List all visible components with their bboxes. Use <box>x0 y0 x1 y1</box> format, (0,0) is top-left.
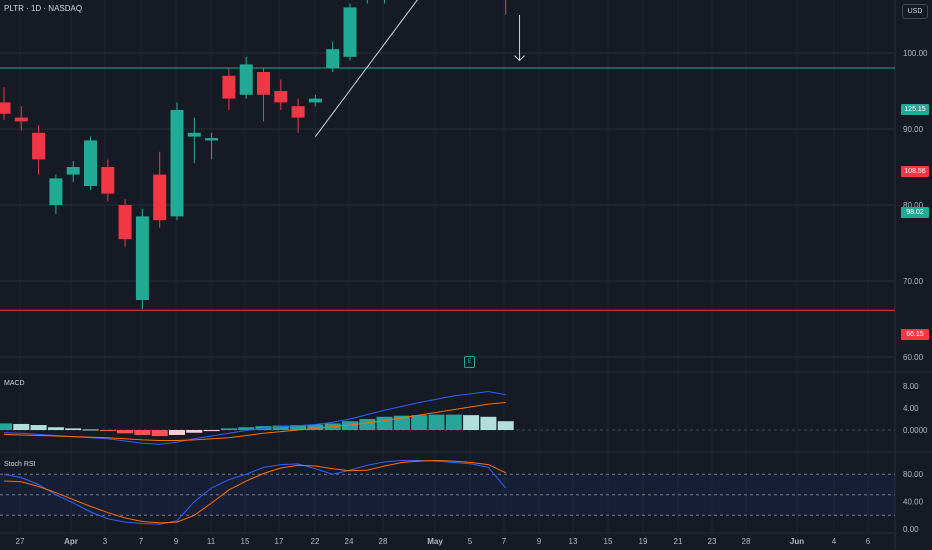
time-tick-label: 6 <box>866 537 871 546</box>
time-tick-label: 7 <box>139 537 144 546</box>
time-tick-label: 17 <box>275 537 284 546</box>
macd-histogram-bar <box>480 416 497 430</box>
macd-histogram-bar <box>359 419 376 430</box>
macd-histogram-bar <box>445 414 462 430</box>
macd-histogram-bar <box>272 425 289 430</box>
time-tick-label: 28 <box>742 537 751 546</box>
time-tick-label: 28 <box>379 537 388 546</box>
time-tick-label: 22 <box>311 537 320 546</box>
candle-body <box>84 140 97 186</box>
macd-histogram-bar <box>290 425 307 430</box>
macd-histogram-bar <box>342 421 358 430</box>
time-tick-label: 7 <box>502 537 507 546</box>
stoch-tick-label: 80.00 <box>903 470 924 479</box>
macd-histogram-bar <box>82 429 99 431</box>
candle-body <box>326 49 340 69</box>
time-tick-label: 3 <box>103 537 108 546</box>
time-tick-label: 24 <box>345 537 354 546</box>
symbol-title: PLTR · 1D · NASDAQ <box>4 4 83 13</box>
macd-histogram-bar <box>30 425 47 430</box>
candle-body <box>101 167 115 194</box>
time-tick-label: 15 <box>241 537 250 546</box>
level-tag-98: 98.02 <box>901 207 929 218</box>
macd-histogram-bar <box>117 430 134 434</box>
candle-body <box>170 110 184 217</box>
macd-histogram-bar <box>169 430 185 435</box>
candle-body <box>0 102 11 114</box>
macd-tick-label: 4.00 <box>903 404 919 413</box>
candle-body <box>187 132 201 137</box>
time-tick-label: 15 <box>604 537 613 546</box>
candle-body <box>274 91 288 103</box>
candle-body <box>135 216 149 300</box>
level-tag-66: 66.15 <box>901 329 929 340</box>
price-tick-label: 80.00 <box>903 201 924 210</box>
time-tick-label: 13 <box>569 537 578 546</box>
candle-body <box>118 205 132 240</box>
time-tick-label: 9 <box>174 537 179 546</box>
macd-histogram-bar <box>428 414 445 430</box>
candle-body <box>343 7 357 57</box>
stoch-tick-label: 40.00 <box>903 498 924 507</box>
time-tick-label: 27 <box>16 537 25 546</box>
time-tick-label: 21 <box>674 537 683 546</box>
macd-histogram-bar <box>13 423 30 430</box>
stoch-rsi-label: Stoch RSI <box>4 461 36 468</box>
trend-line <box>314 0 418 137</box>
macd-tick-label: 8.00 <box>903 382 919 391</box>
time-tick-label: 5 <box>468 537 473 546</box>
price-tick-label: 100.00 <box>903 49 928 58</box>
time-tick-label: Apr <box>64 537 78 546</box>
macd-histogram-bar <box>376 416 393 430</box>
macd-histogram-bar <box>238 427 255 430</box>
macd-histogram-bar <box>393 415 410 430</box>
time-tick-label: 19 <box>639 537 648 546</box>
time-tick-label: 9 <box>537 537 542 546</box>
candle-body <box>32 132 46 160</box>
macd-histogram-bar <box>307 424 324 430</box>
stoch-tick-label: 0.00 <box>903 525 919 534</box>
time-tick-label: 11 <box>207 537 216 546</box>
candle-body <box>14 117 28 122</box>
macd-histogram-bar <box>99 430 116 432</box>
earnings-marker[interactable]: E <box>464 356 475 368</box>
signal-line <box>3 402 506 441</box>
macd-histogram-bar <box>411 415 428 430</box>
macd-histogram-bar <box>0 423 12 430</box>
candle-body <box>49 178 63 205</box>
currency-button[interactable]: USD <box>902 4 928 19</box>
time-tick-label: Jun <box>790 537 804 546</box>
macd-histogram-bar <box>65 428 82 430</box>
candle-body <box>291 106 305 118</box>
macd-tick-label: 0.0000 <box>903 426 928 435</box>
macd-histogram-bar <box>47 427 64 430</box>
macd-histogram-bar <box>220 428 237 430</box>
macd-histogram-bar <box>463 415 480 430</box>
time-tick-label: 23 <box>708 537 717 546</box>
price-tick-label: 90.00 <box>903 125 924 134</box>
candle-body <box>66 167 80 175</box>
macd-histogram-bar <box>186 430 203 433</box>
macd-histogram-bar <box>134 430 151 435</box>
macd-label: MACD <box>4 380 25 387</box>
candle-body <box>308 98 322 103</box>
down-arrow-head <box>514 55 525 62</box>
price-tick-label: 60.00 <box>903 353 924 362</box>
level-tag-108: 108.56 <box>901 166 929 177</box>
price-tick-label: 70.00 <box>903 277 924 286</box>
macd-histogram-bar <box>497 421 514 430</box>
macd-histogram-bar <box>203 430 220 432</box>
candle-body <box>205 138 219 141</box>
candle-body <box>153 174 167 221</box>
candle-body <box>222 75 236 99</box>
macd-histogram-bar <box>151 430 168 437</box>
time-tick-label: May <box>427 537 443 546</box>
level-tag-125: 125.15 <box>901 104 929 115</box>
candle-body <box>239 64 253 95</box>
time-tick-label: 4 <box>832 537 837 546</box>
candle-body <box>257 72 270 95</box>
stoch-d-line <box>3 459 506 524</box>
